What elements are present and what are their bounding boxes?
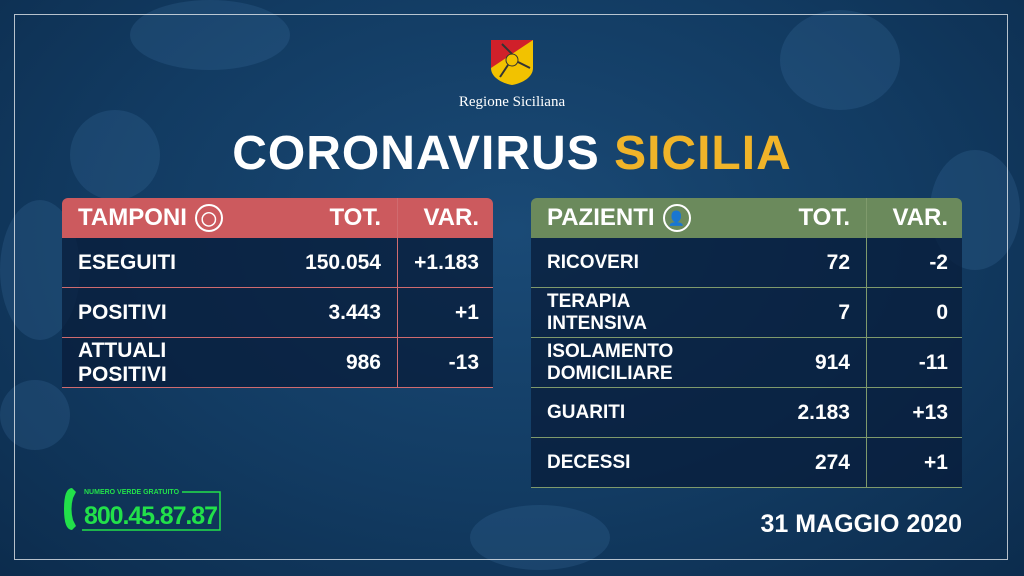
row-variation: 0	[866, 288, 962, 337]
row-label: ATTUALI POSITIVI	[78, 338, 167, 386]
tot-header: TOT.	[329, 204, 381, 231]
table-row: GUARITI 2.183 +13	[531, 388, 962, 438]
region-name: Regione Siciliana	[458, 94, 566, 110]
var-header: VAR.	[866, 198, 962, 238]
frame-border	[14, 14, 1008, 560]
row-variation: +13	[866, 388, 962, 437]
row-total: 72	[826, 250, 850, 274]
row-total: 7	[838, 300, 850, 324]
tamponi-table: TAMPONI ◯ TOT. VAR. ESEGUITI 150.054 +1.183…	[62, 198, 493, 388]
table-row: ATTUALI POSITIVI 986 -13	[62, 338, 493, 388]
row-label: DECESSI	[547, 451, 631, 473]
virus-decoration	[130, 0, 290, 70]
pazienti-title: PAZIENTI	[547, 204, 655, 231]
row-total: 274	[814, 450, 850, 474]
row-variation: +1	[866, 438, 962, 487]
row-total: 914	[814, 350, 850, 374]
row-label: POSITIVI	[78, 300, 167, 324]
row-label: RICOVERI	[547, 251, 639, 273]
var-header: VAR.	[397, 198, 493, 238]
title-region: SICILIA	[614, 127, 792, 180]
pazienti-header: PAZIENTI 👤 TOT. VAR.	[531, 198, 962, 238]
table-row: RICOVERI 72 -2	[531, 238, 962, 288]
virus-decoration	[70, 110, 160, 200]
row-label: GUARITI	[547, 401, 626, 423]
row-total: 986	[345, 350, 381, 374]
row-label: TERAPIA INTENSIVA	[547, 290, 647, 334]
title-main: CORONAVIRUS	[232, 127, 600, 180]
row-variation: -2	[866, 238, 962, 287]
person-icon: 👤	[662, 204, 691, 232]
page-title: CORONAVIRUS SICILIA	[0, 126, 1024, 181]
row-total: 150.054	[305, 250, 381, 274]
tamponi-title: TAMPONI	[78, 204, 187, 231]
table-row: DECESSI 274 +1	[531, 438, 962, 488]
virus-decoration	[0, 380, 70, 450]
tot-header: TOT.	[798, 204, 850, 231]
hotline-badge: NUMERO VERDE GRATUITO 800.45.87.87	[64, 488, 221, 531]
row-variation: +1	[397, 288, 493, 337]
row-variation: +1.183	[397, 238, 493, 287]
row-variation: -13	[397, 338, 493, 387]
table-row: POSITIVI 3.443 +1	[62, 288, 493, 338]
swab-icon: ◯	[194, 204, 223, 232]
hotline-number: 800.45.87.87	[84, 502, 218, 530]
virus-decoration	[780, 10, 900, 110]
row-label: ISOLAMENTO DOMICILIARE	[547, 340, 674, 384]
row-total: 2.183	[797, 400, 850, 424]
tamponi-header: TAMPONI ◯ TOT. VAR.	[62, 198, 493, 238]
table-row: TERAPIA INTENSIVA 7 0	[531, 288, 962, 338]
row-label: ESEGUITI	[78, 250, 177, 274]
phone-icon	[64, 488, 76, 530]
pazienti-table: PAZIENTI 👤 TOT. VAR. RICOVERI 72 -2 TERAPIA …	[531, 198, 962, 488]
row-variation: -11	[866, 338, 962, 387]
hotline-caption: NUMERO VERDE GRATUITO	[84, 489, 180, 496]
table-row: ESEGUITI 150.054 +1.183	[62, 238, 493, 288]
row-total: 3.443	[328, 300, 381, 324]
regione-siciliana-logo	[491, 40, 533, 85]
report-date: 31 MAGGIO 2020	[760, 510, 962, 538]
table-row: ISOLAMENTO DOMICILIARE 914 -11	[531, 338, 962, 388]
